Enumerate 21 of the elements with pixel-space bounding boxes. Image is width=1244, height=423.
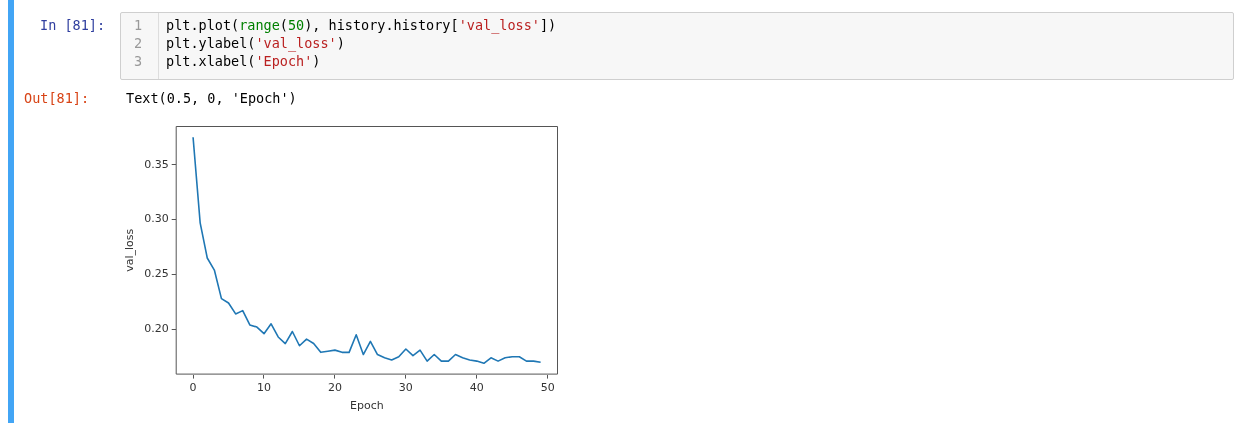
text: 1 [134, 16, 143, 34]
x-tick-label: 50 [540, 381, 555, 395]
text: plt.xlabel('Epoch') [166, 52, 321, 70]
y-tick-label: 0.35 [144, 157, 169, 171]
text: 2 [134, 34, 143, 52]
text: plt.ylabel('val_loss') [166, 34, 345, 52]
text: plt.plot(range(50), history.history['val_loss']) [166, 16, 557, 34]
x-tick-label: 40 [469, 381, 484, 395]
x-tick-label: 30 [398, 381, 413, 395]
y-tick-label: 0.20 [144, 322, 169, 336]
x-tick-label: 20 [327, 381, 342, 395]
y-tick-label: 0.30 [144, 212, 169, 226]
x-tick-label: 0 [189, 381, 197, 395]
text: Text(0.5, 0, 'Epoch') [126, 89, 297, 107]
y-tick-label: 0.25 [144, 267, 169, 281]
x-tick-label: 10 [257, 381, 271, 395]
text: In [81]: [40, 16, 106, 34]
text: Out[81]: [24, 89, 90, 107]
text: 3 [134, 52, 143, 70]
y-axis-title: val_loss [123, 228, 137, 272]
x-axis-title: Epoch [350, 399, 384, 413]
